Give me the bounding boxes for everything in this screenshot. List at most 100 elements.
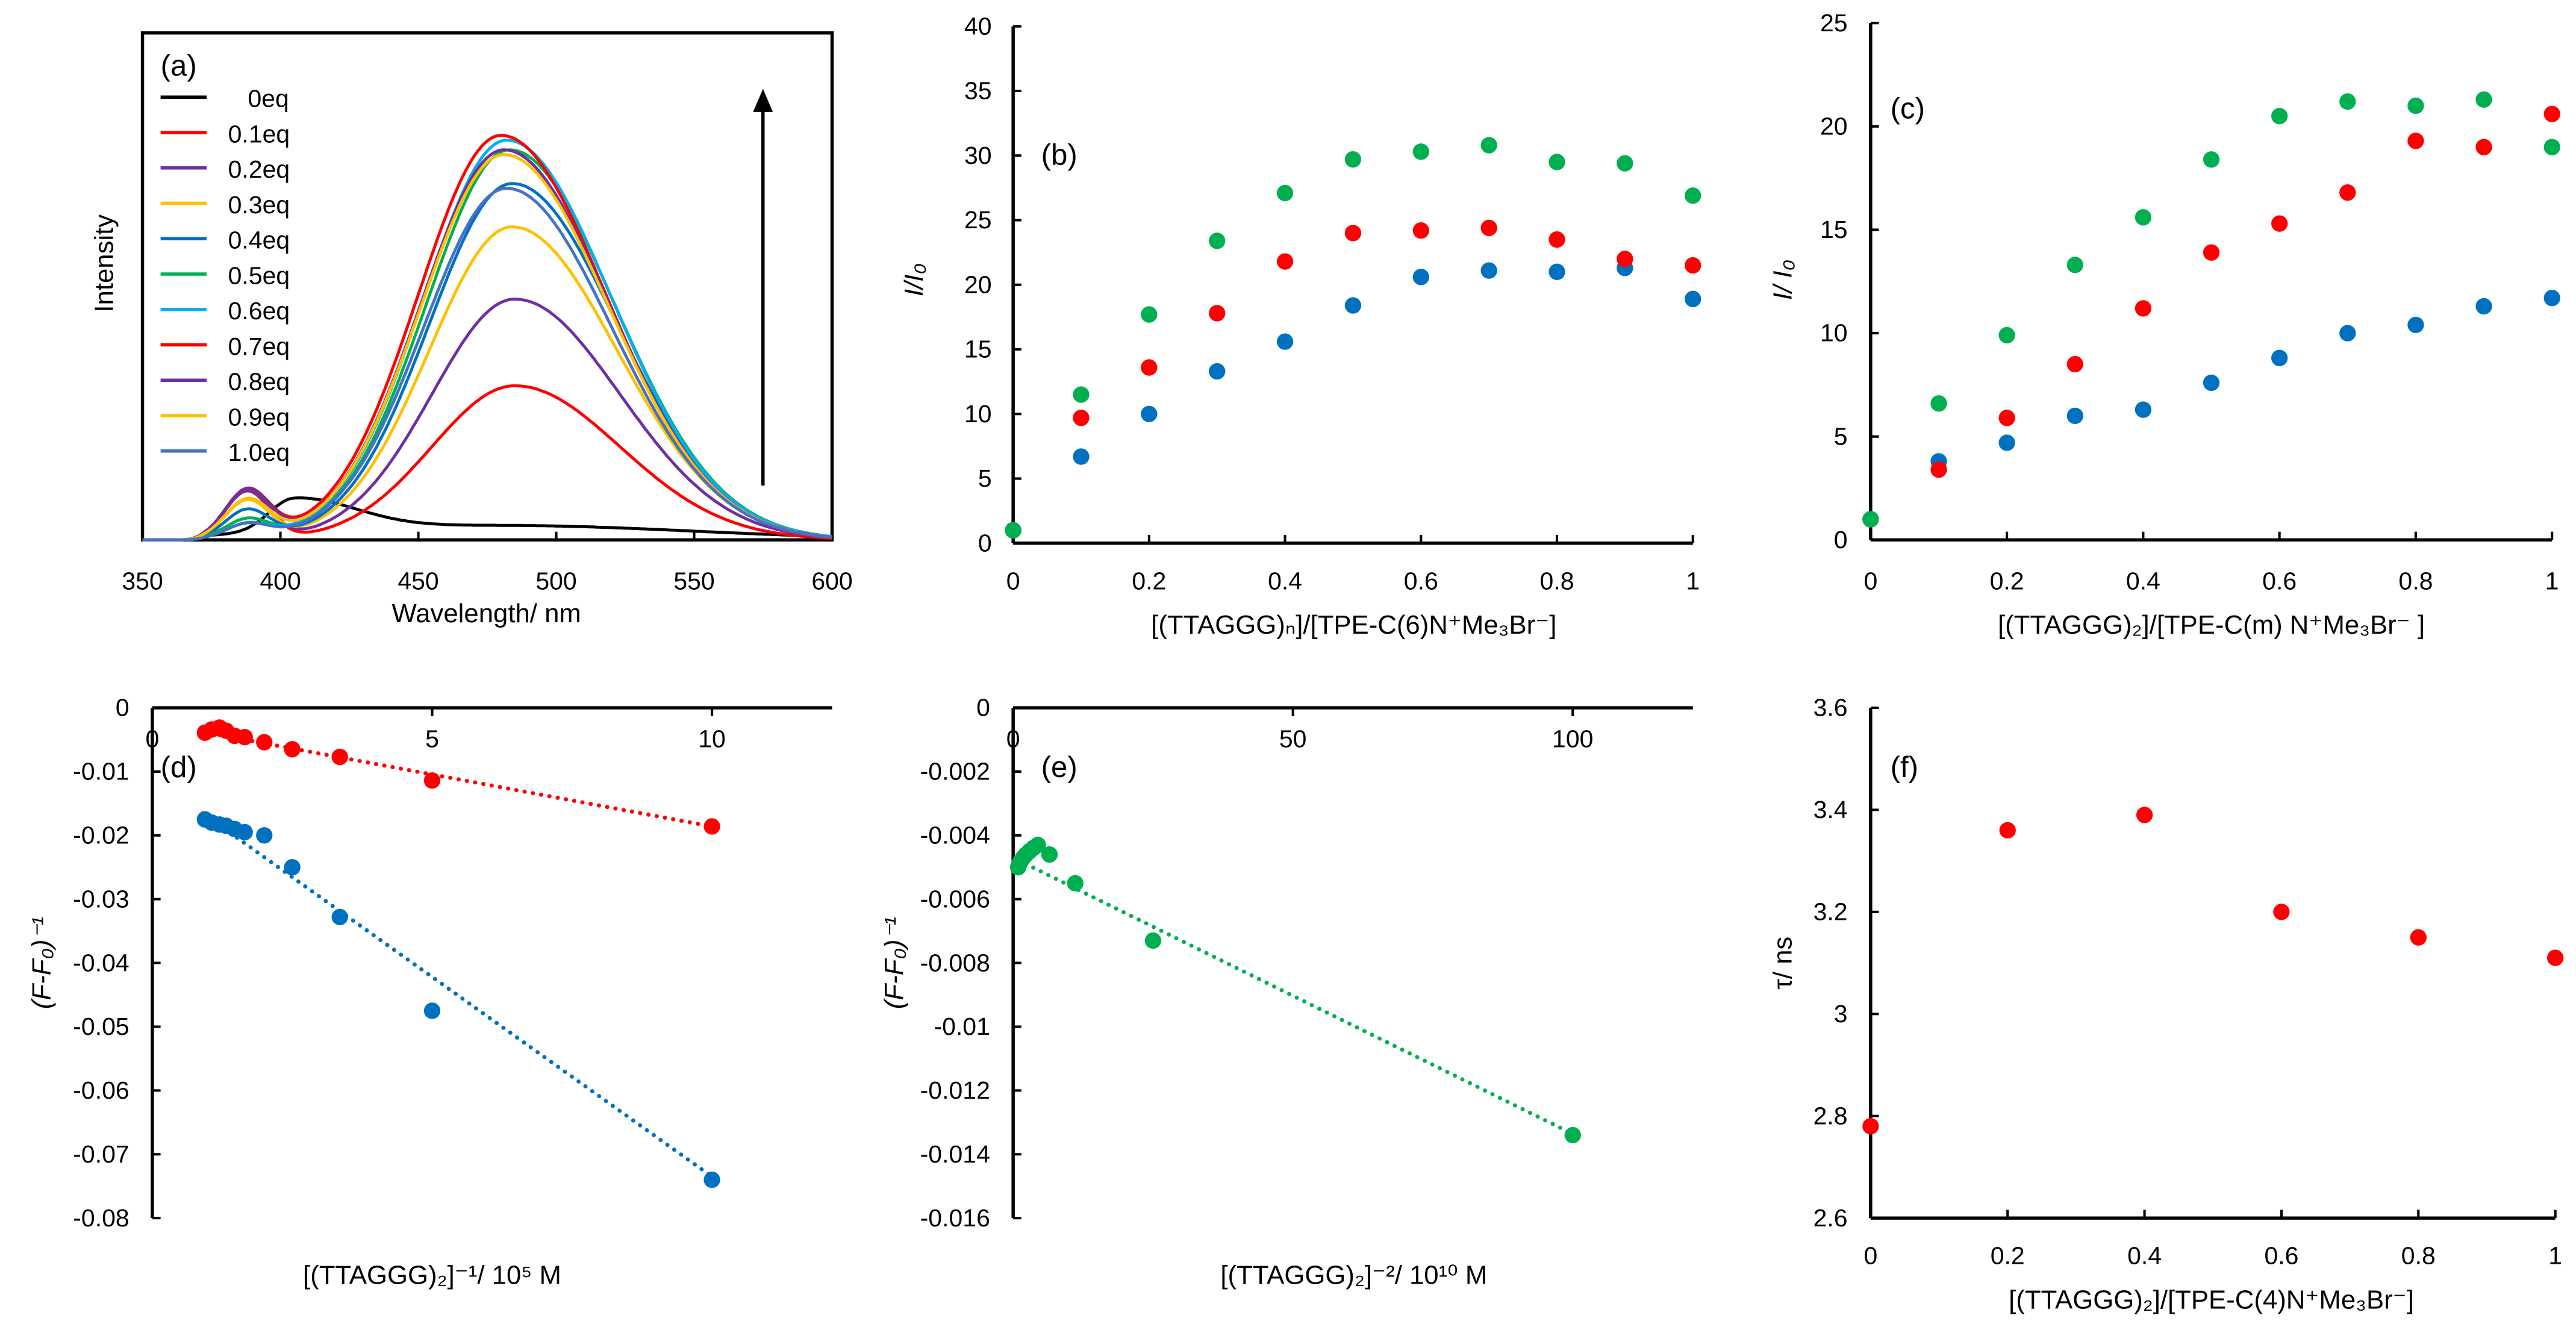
data-point-blue	[2339, 325, 2356, 342]
panel-f: 0 0.2 0.4 0.6 0.8 1 2.6 2.8 3 3.2 3.4 3.6 [(TTAGGG)₂…	[1768, 694, 2564, 1314]
legend-label: 0.6eq	[228, 297, 290, 325]
data-point-blue	[2271, 349, 2288, 366]
data-point-blue	[1276, 333, 1294, 350]
y-tick-label: 2.8	[1813, 1102, 1848, 1129]
y-tick-label: 25	[1820, 9, 1848, 37]
trend-line-red	[201, 729, 714, 829]
data-point-red	[1344, 225, 1362, 242]
x-tick-label: 0	[1006, 567, 1020, 595]
data-point-red	[1141, 359, 1158, 376]
x-tick-label: 0.2	[1990, 567, 2024, 595]
x-tick-label: 0	[1863, 1242, 1877, 1270]
y-tick-label: -0.07	[73, 1140, 129, 1168]
data-point-red	[331, 748, 348, 766]
data-point-green	[2543, 139, 2560, 155]
y-tick-label: -0.08	[73, 1204, 129, 1232]
y-axis-label: τ/ ns	[1768, 937, 1798, 990]
data-point-red	[2410, 929, 2427, 946]
data-point-red	[2066, 355, 2083, 373]
data-point-green	[2339, 93, 2356, 110]
data-point-green	[2407, 97, 2424, 114]
data-point-red	[1862, 1118, 1879, 1135]
y-axis-label: (F-F₀)⁻¹	[27, 917, 57, 1009]
x-tick-label: 1	[2545, 567, 2559, 595]
data-point-blue	[236, 823, 253, 841]
x-tick-label: 0.4	[2126, 567, 2160, 595]
y-tick-label: 3.6	[1813, 694, 1848, 722]
data-point-red	[1480, 219, 1497, 237]
data-point-red	[236, 729, 253, 746]
data-point-red	[2136, 807, 2153, 823]
data-point-red	[2203, 244, 2220, 261]
data-point-red	[1617, 251, 1633, 267]
x-tick-label: 550	[673, 567, 714, 595]
legend-label: 0.9eq	[228, 403, 290, 431]
data-point-red	[1548, 231, 1565, 248]
x-tick-label: 0	[146, 725, 160, 753]
x-tick-label: 0.8	[2401, 1242, 2436, 1270]
data-point-red	[1930, 461, 1947, 478]
data-point-red	[2543, 105, 2560, 122]
legend-label: 0.2eq	[228, 155, 290, 183]
x-axis-label: Wavelength/ nm	[392, 599, 581, 628]
y-tick-label: 35	[964, 77, 992, 105]
y-tick-label: 2.6	[1813, 1204, 1848, 1232]
data-point-green	[1041, 846, 1058, 863]
data-point-blue	[2543, 290, 2560, 307]
data-point-blue	[1480, 262, 1497, 279]
data-point-blue	[1412, 269, 1429, 286]
legend-label: 1.0eq	[228, 439, 290, 466]
x-tick-label: 0.6	[2262, 567, 2297, 595]
data-point-green	[2475, 91, 2492, 108]
data-point-red	[1209, 305, 1226, 322]
trend-line-green	[1016, 858, 1575, 1136]
spectrum-1.0eq	[142, 187, 832, 542]
x-tick-label: 350	[122, 567, 163, 595]
y-tick-label: -0.02	[73, 821, 129, 849]
y-tick-label: 3.2	[1813, 898, 1848, 926]
panel-c: 0 0.2 0.4 0.6 0.8 10510152025[(TTAGGG)₂]/[TPE…	[1768, 9, 2560, 640]
y-axis-label: Intensity	[89, 214, 119, 313]
data-point-blue	[1073, 448, 1090, 465]
y-tick-label: 5	[978, 464, 992, 492]
y-tick-label: 0	[976, 694, 990, 722]
data-point-green	[1209, 233, 1226, 249]
data-point-red	[2546, 949, 2564, 966]
data-point-green	[1141, 306, 1158, 323]
x-tick-label: 450	[398, 567, 438, 595]
data-point-green	[1005, 522, 1021, 539]
panel-label: (b)	[1041, 138, 1077, 171]
legend-label: 0eq	[248, 85, 288, 113]
legend-label: 0.7eq	[228, 332, 290, 360]
y-tick-label: 40	[964, 12, 992, 40]
trend-line-blue	[201, 811, 714, 1179]
data-point-red	[1412, 222, 1429, 239]
data-point-blue	[1344, 297, 1362, 314]
panel-a: 350 400 450 500 550 600 Wavelength/ nm Intensit…	[89, 31, 853, 628]
data-point-green	[1067, 875, 1084, 891]
data-point-red	[423, 772, 441, 789]
y-tick-label: -0.008	[920, 949, 990, 976]
data-point-blue	[423, 1002, 441, 1019]
panel-d: 0 5 10 0 -0.01 -0.02 -0.03 -0.04 -0.05 -0.06 -0.07…	[27, 694, 832, 1290]
y-tick-label: -0.014	[920, 1140, 990, 1168]
y-tick-label: -0.04	[73, 949, 129, 976]
y-tick-label: 15	[1820, 216, 1848, 243]
data-point-red	[2407, 133, 2424, 149]
data-point-green	[1276, 184, 1294, 202]
data-point-green	[1344, 151, 1362, 168]
panel-label: (a)	[161, 49, 197, 83]
y-tick-label: 3.4	[1813, 796, 1848, 823]
y-tick-label: -0.006	[920, 885, 990, 913]
y-tick-label: 20	[1820, 113, 1848, 140]
legend-label: 0.1eq	[228, 120, 290, 148]
y-tick-label: 10	[1820, 319, 1848, 347]
legend-label: 0.8eq	[228, 368, 290, 396]
data-point-green	[1998, 326, 2015, 344]
data-point-blue	[256, 827, 273, 844]
y-tick-label: 0	[1834, 526, 1848, 554]
x-axis-label: [(TTAGGG)₂]/[TPE-C(4)N⁺Me₃Br⁻]	[2009, 1285, 2414, 1314]
x-tick-label: 400	[260, 567, 301, 595]
x-tick-label: 0.2	[1991, 1242, 2025, 1270]
